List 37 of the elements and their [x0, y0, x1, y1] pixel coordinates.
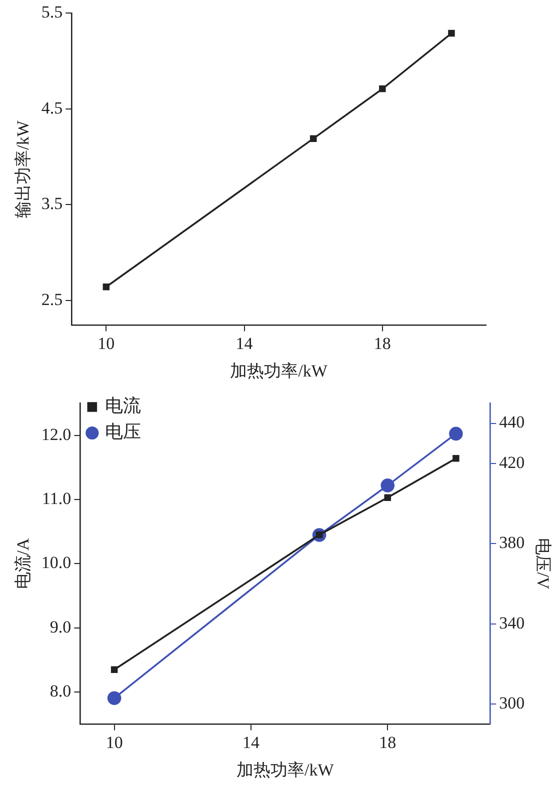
y-tick-label: 5.5	[41, 2, 63, 22]
y-tick-label: 9.0	[50, 617, 72, 636]
x-tick-label: 14	[242, 732, 260, 752]
x-tick-label: 10	[106, 732, 123, 752]
y2-tick-label: 440	[499, 412, 525, 432]
y2-tick-label: 380	[499, 533, 525, 552]
y-axis-title: 电流/A	[14, 537, 33, 590]
y-tick-label: 11.0	[42, 488, 72, 508]
x-tick-label: 14	[236, 334, 254, 353]
x-tick-label: 18	[379, 732, 396, 752]
y-tick-label: 8.0	[50, 682, 72, 701]
x-axis-title: 加热功率/kW	[230, 361, 328, 380]
x-axis-title: 加热功率/kW	[236, 760, 335, 780]
y-tick-label: 10.0	[41, 553, 72, 572]
y-tick-label: 4.5	[41, 98, 63, 118]
y2-tick-label: 340	[499, 613, 525, 632]
legend-label: 电流	[105, 396, 142, 416]
point	[380, 478, 395, 492]
point	[107, 691, 122, 706]
y-axis-title: 输出功率/kW	[14, 120, 33, 218]
point	[452, 455, 460, 462]
point	[310, 135, 317, 142]
point	[449, 426, 463, 441]
x-tick-label: 10	[98, 334, 115, 353]
point	[102, 284, 110, 290]
y-tick-label: 2.5	[41, 290, 63, 309]
legend-label: 电压	[105, 422, 142, 442]
y-tick-label: 3.5	[41, 194, 63, 214]
y2-tick-label: 300	[499, 694, 525, 713]
point	[384, 494, 391, 501]
point	[110, 666, 118, 674]
y-tick-label: 12.0	[41, 424, 72, 444]
point	[448, 30, 455, 37]
y2-tick-label: 420	[499, 452, 525, 472]
x-tick-label: 18	[374, 334, 391, 353]
point	[379, 85, 386, 92]
y2-axis-title: 电压/V	[533, 538, 552, 590]
